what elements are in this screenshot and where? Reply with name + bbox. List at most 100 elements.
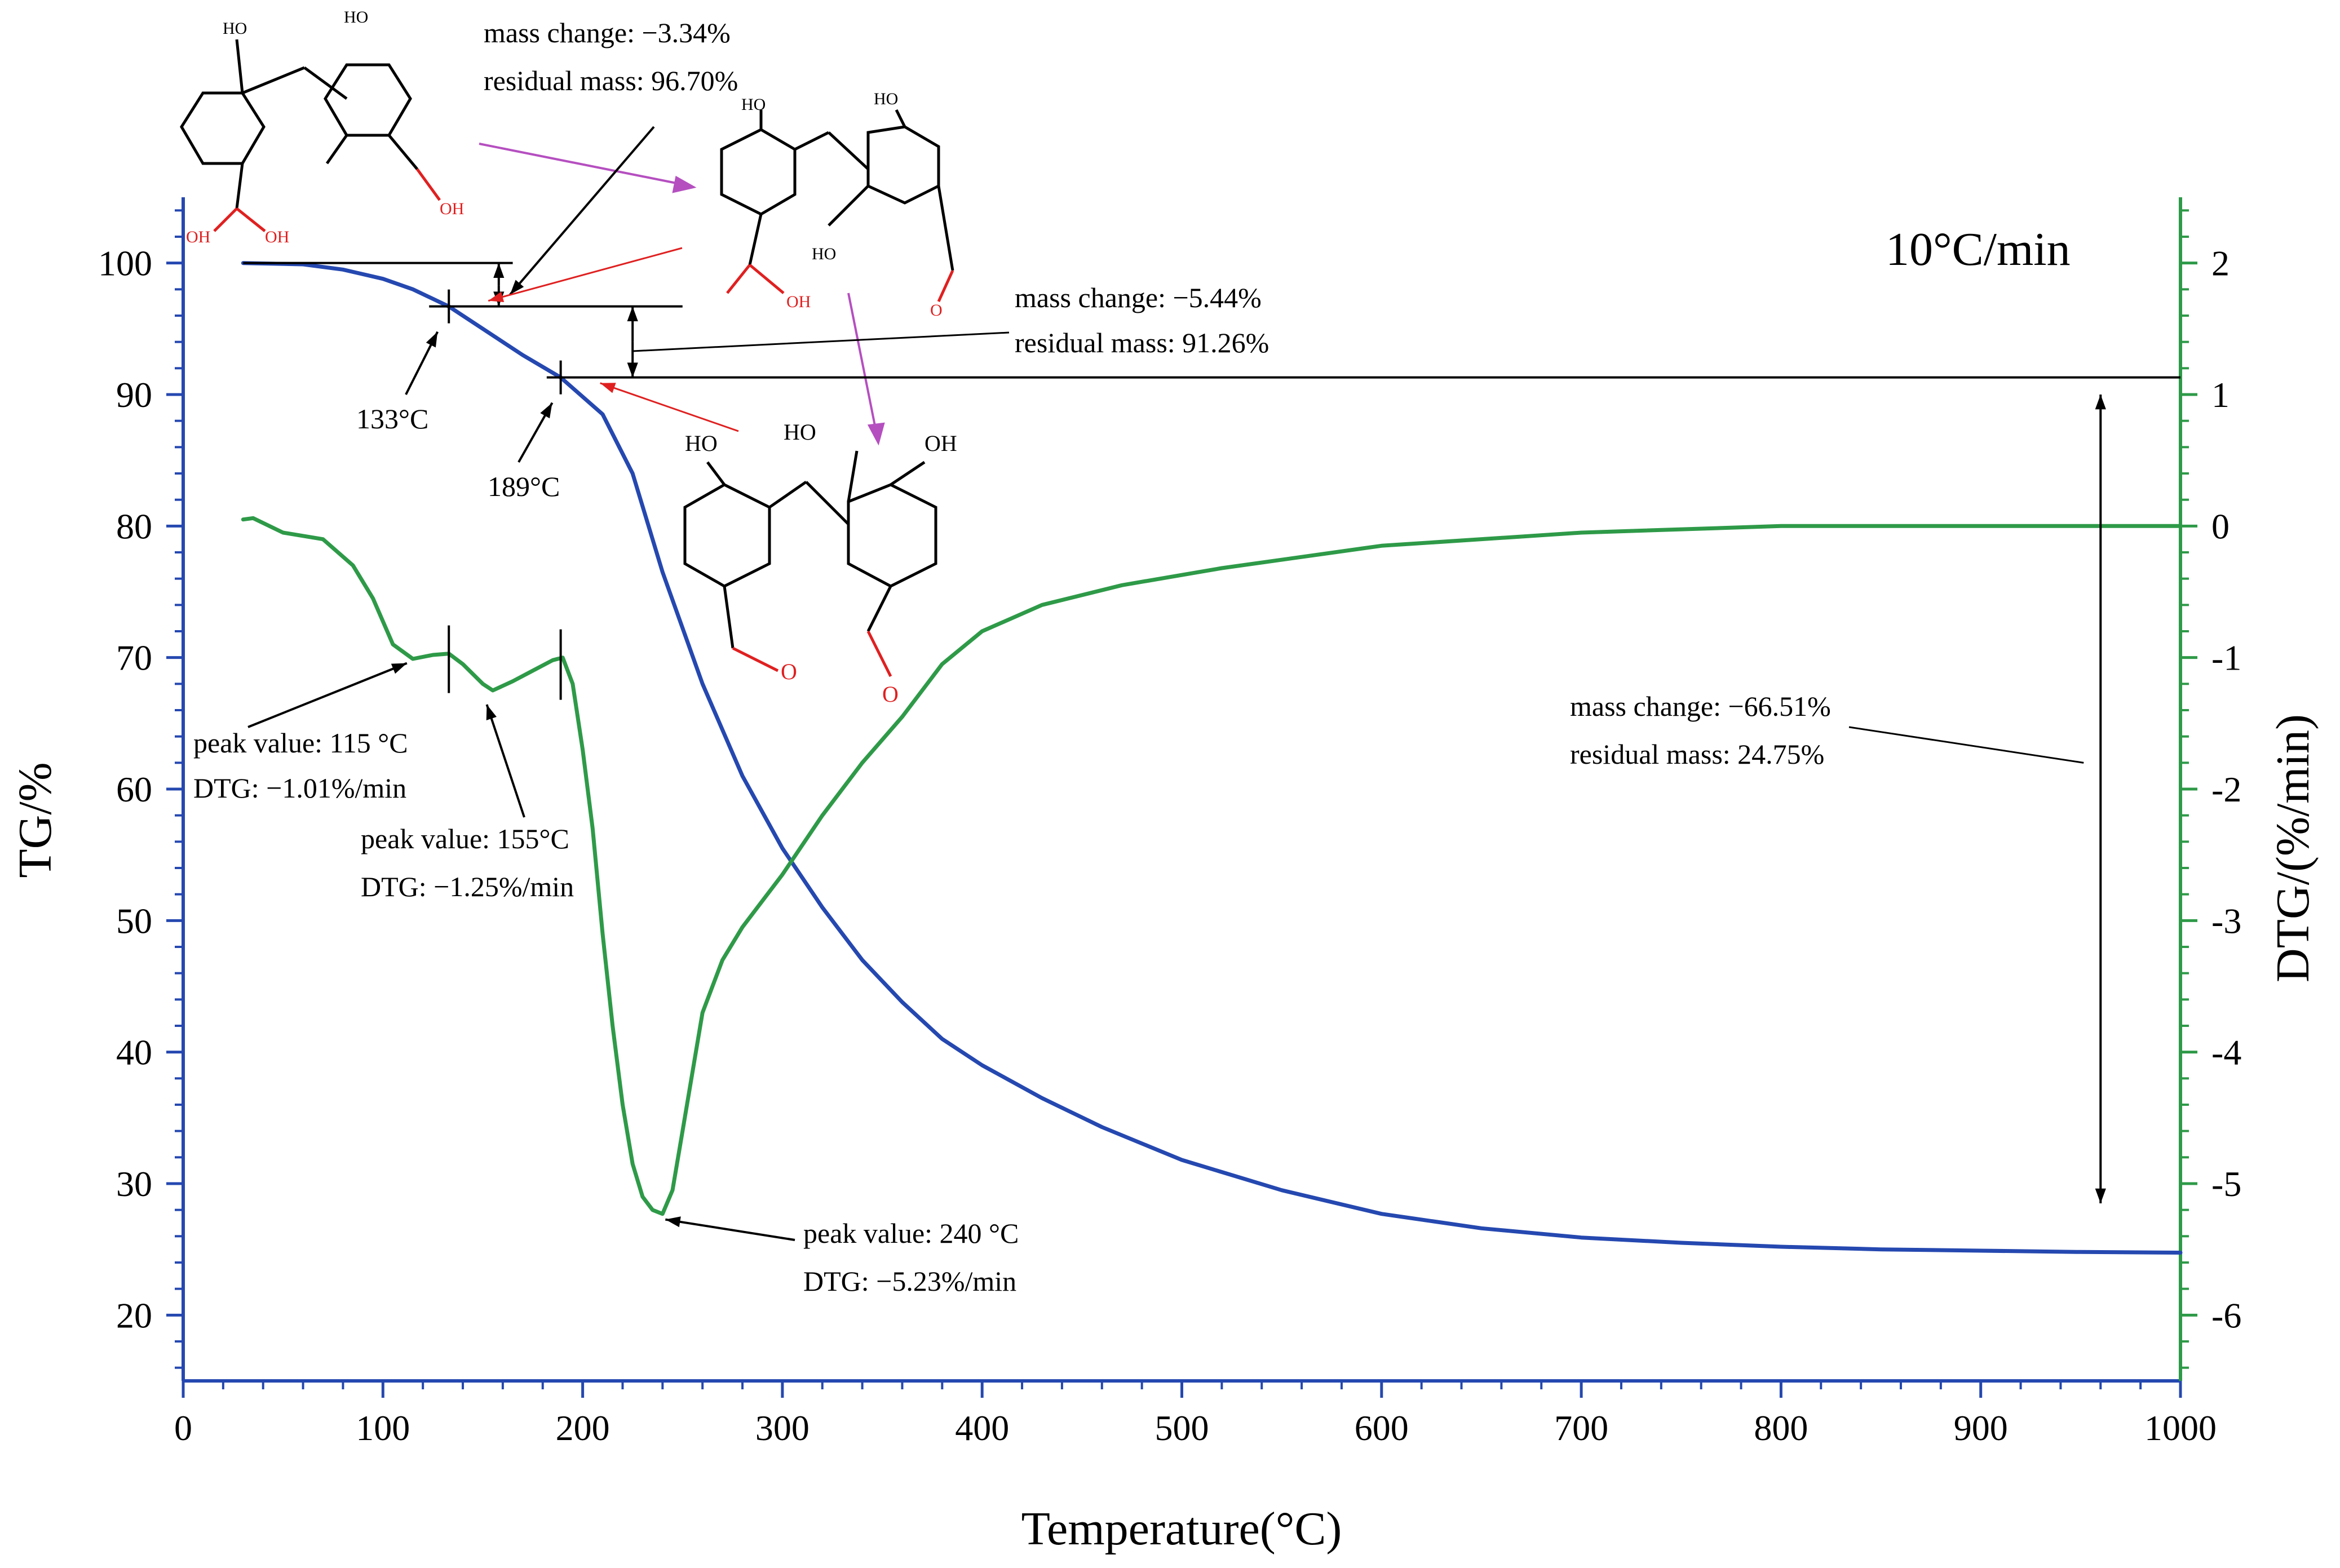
chem-ho-label: HO <box>784 419 816 445</box>
chem-o-label: O <box>882 681 899 707</box>
y-left-tick-label: 100 <box>98 243 152 284</box>
peak-1-value: peak value: 115 °C <box>193 727 408 759</box>
x-tick-label: 600 <box>1355 1408 1409 1448</box>
x-axis-title: Temperature(°C) <box>1021 1503 1342 1555</box>
y-left-tick-label: 20 <box>116 1295 152 1335</box>
residual-mass-3: residual mass: 24.75% <box>1570 738 1824 770</box>
y-left-tick-label: 50 <box>116 901 152 941</box>
annotation-lines <box>243 126 2180 1241</box>
reaction-arrows <box>479 143 885 446</box>
reaction-arrowhead <box>672 175 697 193</box>
mass-change-1-leader <box>509 126 655 295</box>
molecule-3 <box>683 450 937 649</box>
x-tick-label: 1000 <box>2144 1408 2217 1448</box>
chem-oh-label: OH <box>440 200 464 218</box>
y-right-tick-label: -2 <box>2211 769 2241 809</box>
chem-ho-label: HO <box>223 19 247 38</box>
molecule-red-bonds <box>213 168 954 677</box>
x-tick-label: 0 <box>174 1408 192 1448</box>
x-tick-label: 500 <box>1155 1408 1209 1448</box>
heating-rate-label: 10°C/min <box>1886 223 2071 276</box>
tg-curve <box>241 261 2183 1255</box>
mass-change-3-arrow-up-head <box>2095 395 2106 410</box>
y-axis-left-title: TG/% <box>9 762 61 878</box>
peak-2-arrow <box>485 704 525 818</box>
onset-2-arrow-head <box>540 402 552 419</box>
y-left-tick-label: 40 <box>116 1033 152 1073</box>
y-right-tick-label: 0 <box>2211 506 2230 546</box>
mass-change-1: mass change: −3.34% <box>484 17 731 48</box>
x-tick-label: 300 <box>755 1408 810 1448</box>
mass-change-3-leader <box>1848 726 2084 764</box>
y-right-tick-label: 2 <box>2211 243 2230 284</box>
y-right-tick-label: -3 <box>2211 901 2241 941</box>
mass-change-3: mass change: −66.51% <box>1570 690 1831 722</box>
y-left-tick-label: 60 <box>116 769 152 809</box>
x-tick-label: 800 <box>1754 1408 1808 1448</box>
y-right-tick-label: -1 <box>2211 638 2241 678</box>
peak-3-arrow <box>665 1218 795 1241</box>
peak-3-arrow-head <box>665 1216 681 1228</box>
mass-change-3-arrow-down-head <box>2095 1188 2106 1203</box>
peak-2-value: peak value: 155°C <box>361 823 569 854</box>
dtg-curve <box>241 516 2183 1216</box>
reaction-arrow <box>847 293 878 435</box>
chem-oh-label: OH <box>925 431 957 456</box>
axes: 0 100 200 300 400 500 600 700 800 900 100020304050… <box>98 197 2241 1448</box>
residual-mass-1: residual mass: 96.70% <box>484 65 738 96</box>
chem-oh-label: OH <box>265 228 289 246</box>
molecule-1 <box>180 39 418 209</box>
x-tick-label: 200 <box>556 1408 610 1448</box>
peak-1-dtg: DTG: −1.01%/min <box>193 772 406 804</box>
peak-2-dtg: DTG: −1.25%/min <box>361 871 574 902</box>
y-right-tick-label: -5 <box>2211 1164 2241 1204</box>
red-arrow-1 <box>488 247 683 302</box>
peak-2-arrow-head <box>486 705 497 720</box>
onset-temp-1: 133°C <box>356 403 428 435</box>
mass-change-1-arrow-up-head <box>493 263 505 278</box>
chem-ho-label: HO <box>812 245 836 263</box>
chem-ho-label: HO <box>741 95 766 114</box>
peak-3-value: peak value: 240 °C <box>803 1217 1019 1249</box>
y-right-tick-label: -4 <box>2211 1033 2241 1073</box>
y-left-tick-label: 70 <box>116 638 152 678</box>
peak-1-arrow-head <box>391 663 407 674</box>
chem-ho-label: HO <box>344 8 368 26</box>
x-tick-label: 400 <box>955 1408 1009 1448</box>
y-left-tick-label: 90 <box>116 375 152 415</box>
red-arrow-1-head <box>488 291 505 303</box>
residual-mass-2: residual mass: 91.26% <box>1015 327 1269 358</box>
molecule-structures: HO HO OH OH OH HO HO HO OH O HO HO OH O … <box>180 8 957 707</box>
chem-o-label: O <box>781 659 797 684</box>
mass-change-1-leader-head <box>510 280 524 295</box>
y-right-tick-label: -6 <box>2211 1295 2241 1335</box>
onset-temp-2: 189°C <box>488 471 560 502</box>
y-right-tick-label: 1 <box>2211 375 2230 415</box>
y-left-tick-label: 30 <box>116 1164 152 1204</box>
mass-change-2-arrow-down-head <box>627 362 638 378</box>
x-tick-label: 700 <box>1554 1408 1608 1448</box>
reaction-arrowhead <box>867 422 885 446</box>
chem-oh-label: OH <box>186 228 210 246</box>
onset-1-arrow-head <box>426 331 438 348</box>
x-tick-label: 900 <box>1954 1408 2008 1448</box>
chem-ho-label: HO <box>874 90 898 108</box>
peak-3-dtg: DTG: −5.23%/min <box>803 1265 1016 1297</box>
peak-1-arrow <box>247 662 408 728</box>
chem-o-label: O <box>930 301 943 320</box>
y-axis-right-title: DTG/(%/min) <box>2267 714 2319 982</box>
mass-change-2-leader <box>632 331 1010 352</box>
molecule-2 <box>720 109 954 271</box>
x-tick-label: 100 <box>356 1408 410 1448</box>
red-arrow-2 <box>600 382 739 432</box>
chem-ho-label: HO <box>685 431 718 456</box>
y-left-tick-label: 80 <box>116 506 152 546</box>
red-arrow-2-head <box>600 383 616 393</box>
reaction-arrow <box>479 143 685 186</box>
mass-change-2: mass change: −5.44% <box>1015 282 1262 313</box>
curves <box>241 261 2183 1255</box>
chem-oh-label: OH <box>786 293 811 311</box>
mass-change-2-arrow-up-head <box>627 306 638 321</box>
